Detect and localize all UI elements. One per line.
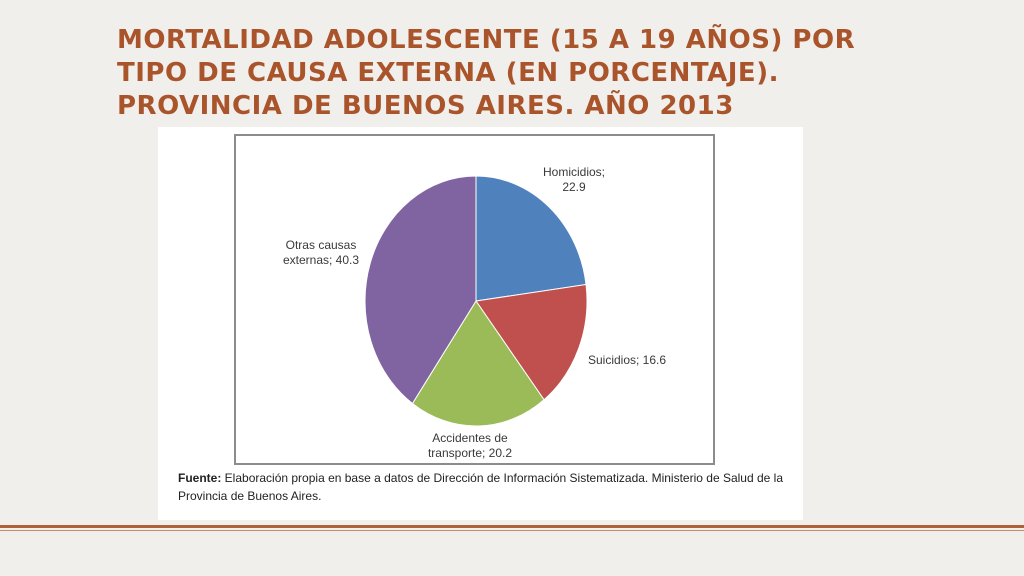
source-text: Elaboración propia en base a datos de Di… [178, 471, 783, 503]
source-note: Fuente: Elaboración propia en base a dat… [178, 469, 788, 505]
footer-rule-thin [0, 530, 1024, 531]
footer-rule [0, 525, 1024, 528]
pie-slice-suicidios [475, 283, 588, 401]
slide-title: MORTALIDAD ADOLESCENTE (15 A 19 AÑOS) PO… [117, 25, 856, 121]
pie-chart: Homicidios; 22.9 Suicidios; 16.6 Accidentes… [283, 165, 666, 460]
pie-labels: Homicidios; 22.9 Suicidios; 16.6 Accidentes… [283, 165, 666, 460]
slice-label-otras-causas-externas: Otras causas externas; 40.3 [283, 238, 359, 267]
slice-label-homicidios: Homicidios; 22.9 [543, 165, 605, 194]
pie-slices [364, 175, 588, 427]
slice-label-accidentes-de-transporte: Accidentes de transporte; 20.2 [428, 431, 512, 460]
pie-slice-accidentes-de-transporte [411, 300, 545, 427]
pie-slice-otras-causas-externas [364, 175, 477, 405]
pie-slice-homicidios [475, 175, 587, 302]
source-label: Fuente: [178, 471, 222, 485]
slice-label-suicidios: Suicidios; 16.6 [588, 353, 666, 367]
